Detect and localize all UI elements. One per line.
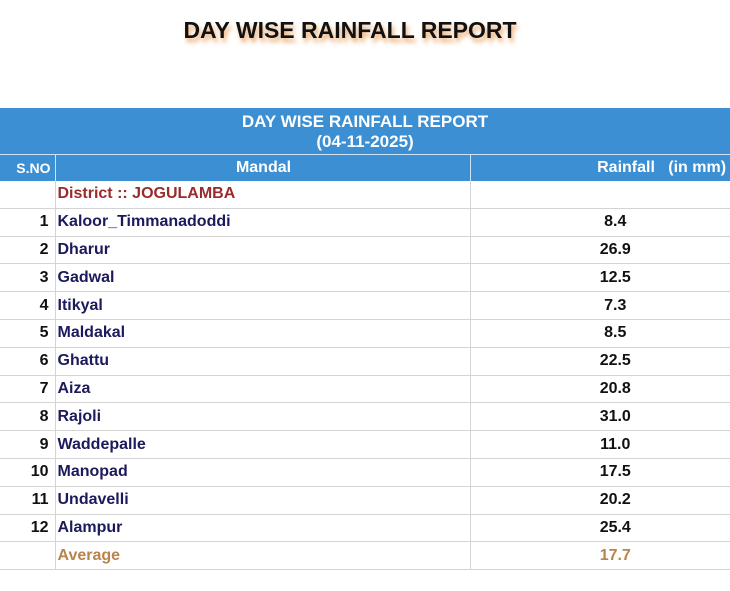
sno-cell: 10 [0,458,55,487]
district-name: District :: JOGULAMBA [54,180,471,209]
sno-cell: 11 [0,486,55,515]
sno-cell: 9 [0,430,55,459]
rainfall-cell: 26.9 [470,236,730,265]
rainfall-cell: 8.5 [470,319,730,348]
sno-cell: 2 [0,236,55,265]
table-heading-date: (04-11-2025) [316,132,414,151]
rainfall-cell: 11.0 [470,430,730,459]
average-label: Average [54,541,471,571]
district-row: District :: JOGULAMBA [0,180,730,209]
sno-cell: 12 [0,514,55,543]
mandal-cell: Maldakal [54,319,471,348]
rainfall-cell: 20.2 [470,486,730,515]
table-heading: DAY WISE RAINFALL REPORT (04-11-2025) [0,108,730,155]
sno-cell: 3 [0,263,55,293]
mandal-cell: Rajoli [54,402,471,432]
table-row: 5 Maldakal 8.5 [0,319,730,348]
sno-cell: 4 [0,291,55,320]
sno-cell: 6 [0,347,55,376]
table-row: 3 Gadwal 12.5 [0,263,730,293]
rainfall-cell: 25.4 [470,514,730,543]
rainfall-cell: 22.5 [470,347,730,376]
mandal-cell: Manopad [54,458,471,487]
mandal-cell: Kaloor_Timmanadoddi [54,208,471,237]
mandal-cell: Alampur [54,514,471,543]
table-row: 10 Manopad 17.5 [0,458,730,487]
rainfall-cell: 8.4 [470,208,730,237]
mandal-cell: Waddepalle [54,430,471,459]
mandal-cell: Undavelli [54,486,471,515]
sno-cell: 8 [0,402,55,432]
rainfall-cell: 17.5 [470,458,730,487]
column-header-sno: S.NO [0,154,55,181]
table-row: 1 Kaloor_Timmanadoddi 8.4 [0,208,730,237]
table-row: 6 Ghattu 22.5 [0,347,730,376]
rainfall-cell: 12.5 [470,263,730,293]
mandal-cell: Dharur [54,236,471,265]
table-row: 7 Aiza 20.8 [0,375,730,404]
table-heading-title: DAY WISE RAINFALL REPORT [241,112,489,131]
average-value: 17.7 [470,541,730,571]
sno-cell: 7 [0,375,55,404]
rainfall-cell: 31.0 [470,402,730,432]
table-row: 4 Itikyal 7.3 [0,291,730,320]
average-row: Average 17.7 [0,541,730,571]
column-header-mandal: Mandal [54,154,470,181]
table-row: 12 Alampur 25.4 [0,514,730,543]
table-row: 2 Dharur 26.9 [0,236,730,265]
mandal-cell: Gadwal [54,263,471,293]
rainfall-cell: 20.8 [470,375,730,404]
table-row: 9 Waddepalle 11.0 [0,430,730,459]
sno-cell: 5 [0,319,55,348]
mandal-cell: Ghattu [54,347,471,376]
table-row: 8 Rajoli 31.0 [0,402,730,432]
sno-cell: 1 [0,208,55,237]
rainfall-table: DAY WISE RAINFALL REPORT (04-11-2025) S.… [0,108,730,571]
mandal-cell: Itikyal [54,291,471,320]
rainfall-cell: 7.3 [470,291,730,320]
table-row: 11 Undavelli 20.2 [0,486,730,515]
mandal-cell: Aiza [54,375,471,404]
column-header-rainfall: Rainfall (in mm) [469,154,730,181]
page-title: DAY WISE RAINFALL REPORT [183,17,517,43]
